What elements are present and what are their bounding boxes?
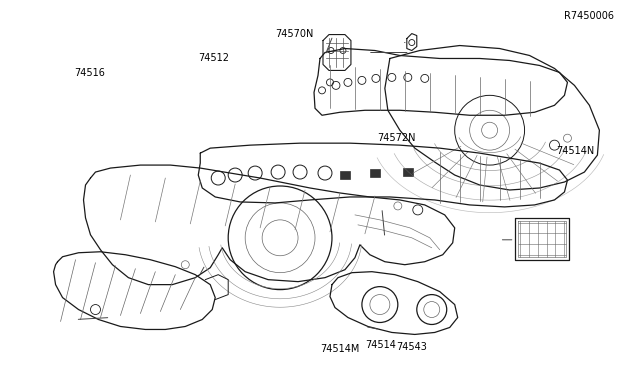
Text: 74514N: 74514N: [556, 146, 595, 156]
Bar: [340, 171, 350, 179]
Bar: [370, 169, 380, 177]
Text: 74570N: 74570N: [275, 29, 314, 39]
Bar: [403, 168, 413, 176]
Text: R7450006: R7450006: [564, 11, 614, 21]
Text: 74572N: 74572N: [378, 133, 416, 143]
Text: 74514: 74514: [365, 340, 396, 350]
Text: 74516: 74516: [74, 68, 105, 78]
Text: 74543: 74543: [397, 342, 428, 352]
Text: 74512: 74512: [198, 53, 230, 63]
Text: 74514M: 74514M: [320, 344, 360, 354]
